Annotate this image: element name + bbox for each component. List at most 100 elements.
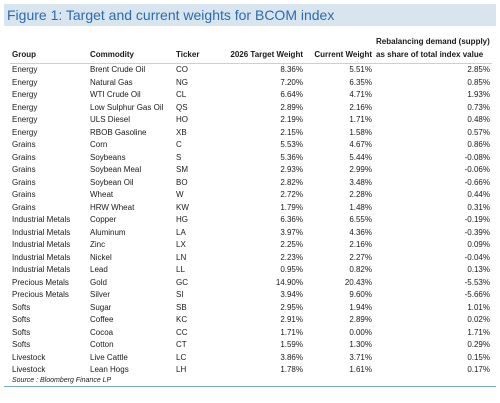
table-row: Grains Soybean Oil BO 2.82% 3.48% -0.66% [10,177,492,190]
table-row: Energy WTI Crude Oil CL 6.64% 4.71% 1.93% [10,89,492,102]
footer-rule [4,386,496,387]
table-row: Grains Wheat W 2.72% 2.28% 0.44% [10,189,492,202]
table-row: Energy ULS Diesel HO 2.19% 1.71% 0.48% [10,114,492,127]
cell-commodity: Silver [90,290,111,299]
cell-commodity: ULS Diesel [90,115,131,124]
cell-commodity: Brent Crude Oil [90,65,146,74]
cell-group: Energy [12,115,38,124]
header-commodity: Commodity [88,36,174,64]
cell-current-weight: 1.48% [349,202,372,212]
table-row: Industrial Metals Zinc LX 2.25% 2.16% 0.09% [10,239,492,252]
cell-commodity: Lead [90,265,108,274]
table-row: Softs Cotton CT 1.59% 1.30% 0.29% [10,339,492,352]
cell-current-weight: 3.71% [349,352,372,362]
cell-ticker: W [176,190,184,199]
cell-group: Softs [12,302,31,312]
cell-rebalancing: 0.86% [467,140,490,149]
cell-rebalancing: 2.85% [467,65,490,74]
cell-target-weight: 2.82% [280,177,303,187]
cell-rebalancing: 0.44% [467,190,490,199]
cell-group: Grains [12,165,36,174]
cell-commodity: Soybean Meal [90,165,142,174]
cell-target-weight: 2.89% [280,102,303,112]
table-row: Livestock Lean Hogs LH 1.78% 1.61% 0.17% [10,364,492,377]
cell-current-weight: 2.27% [349,252,372,262]
table-row: Precious Metals Silver SI 3.94% 9.60% -5.66% [10,289,492,302]
cell-commodity: Gold [90,277,107,287]
cell-group: Precious Metals [12,290,69,299]
cell-group: Energy [12,90,38,99]
cell-group: Grains [12,190,36,199]
cell-rebalancing: 1.93% [467,90,490,99]
cell-target-weight: 1.59% [280,340,303,349]
weights-table: Group Commodity Ticker 2026 Target Weigh… [10,36,492,377]
cell-group: Industrial Metals [12,240,71,249]
cell-rebalancing: 0.73% [467,102,490,112]
cell-rebalancing: -0.04% [464,252,490,262]
cell-current-weight: 4.67% [349,140,372,149]
cell-current-weight: 5.44% [349,152,372,162]
cell-group: Softs [12,340,31,349]
cell-rebalancing: -0.66% [464,177,490,187]
cell-commodity: Corn [90,140,108,149]
cell-rebalancing: 1.01% [467,302,490,312]
cell-target-weight: 1.78% [280,365,303,374]
cell-current-weight: 1.61% [349,365,372,374]
cell-rebalancing: 1.71% [467,327,490,337]
cell-target-weight: 3.97% [280,227,303,237]
cell-ticker: KC [176,315,188,324]
cell-target-weight: 1.71% [280,327,303,337]
table-row: Energy Low Sulphur Gas Oil QS 2.89% 2.16% 0.7… [10,102,492,115]
cell-rebalancing: -0.06% [464,165,490,174]
cell-rebalancing: -5.53% [464,277,490,287]
cell-current-weight: 9.60% [349,290,372,299]
cell-commodity: Soybeans [90,152,126,162]
cell-ticker: C [176,140,182,149]
cell-ticker: LX [176,240,186,249]
table-row: Energy Brent Crude Oil CO 8.36% 5.51% 2.85% [10,64,492,77]
cell-rebalancing: 0.09% [467,240,490,249]
cell-target-weight: 3.86% [280,352,303,362]
cell-commodity: HRW Wheat [90,202,135,212]
cell-current-weight: 1.71% [349,115,372,124]
cell-target-weight: 3.94% [280,290,303,299]
cell-target-weight: 2.25% [280,240,303,249]
cell-rebalancing: -0.39% [464,227,490,237]
table-row: Grains Soybean Meal SM 2.93% 2.99% -0.06% [10,164,492,177]
cell-target-weight: 5.53% [280,140,303,149]
cell-current-weight: 6.35% [349,77,372,87]
cell-rebalancing: 0.57% [467,127,490,137]
cell-current-weight: 1.30% [349,340,372,349]
cell-target-weight: 5.36% [280,152,303,162]
cell-target-weight: 2.91% [280,315,303,324]
cell-rebalancing: 0.85% [467,77,490,87]
cell-rebalancing: 0.02% [467,315,490,324]
cell-target-weight: 2.93% [280,165,303,174]
cell-target-weight: 1.79% [280,202,303,212]
cell-ticker: NG [176,77,188,87]
cell-target-weight: 14.90% [275,277,303,287]
figure-title: Figure 1: Target and current weights for… [7,7,335,23]
cell-group: Industrial Metals [12,215,71,224]
cell-group: Grains [12,202,36,212]
cell-group: Energy [12,102,38,112]
table-row: Industrial Metals Aluminum LA 3.97% 4.36% -0.… [10,227,492,240]
cell-ticker: CO [176,65,188,74]
cell-ticker: LA [176,227,186,237]
table-body: Energy Brent Crude Oil CO 8.36% 5.51% 2.85% En… [10,64,492,377]
cell-ticker: GC [176,277,188,287]
cell-ticker: CL [176,90,187,99]
cell-group: Industrial Metals [12,252,71,262]
cell-commodity: Low Sulphur Gas Oil [90,102,164,112]
cell-commodity: Zinc [90,240,106,249]
cell-commodity: Live Cattle [90,352,128,362]
cell-commodity: WTI Crude Oil [90,90,141,99]
cell-target-weight: 2.72% [280,190,303,199]
cell-ticker: LN [176,252,187,262]
cell-commodity: Natural Gas [90,77,133,87]
cell-current-weight: 4.36% [349,227,372,237]
header-rebalancing-line2: as share of total index value [376,49,484,59]
cell-commodity: Lean Hogs [90,365,129,374]
cell-rebalancing: 0.15% [467,352,490,362]
table-row: Energy RBOB Gasoline XB 2.15% 1.58% 0.57% [10,127,492,140]
